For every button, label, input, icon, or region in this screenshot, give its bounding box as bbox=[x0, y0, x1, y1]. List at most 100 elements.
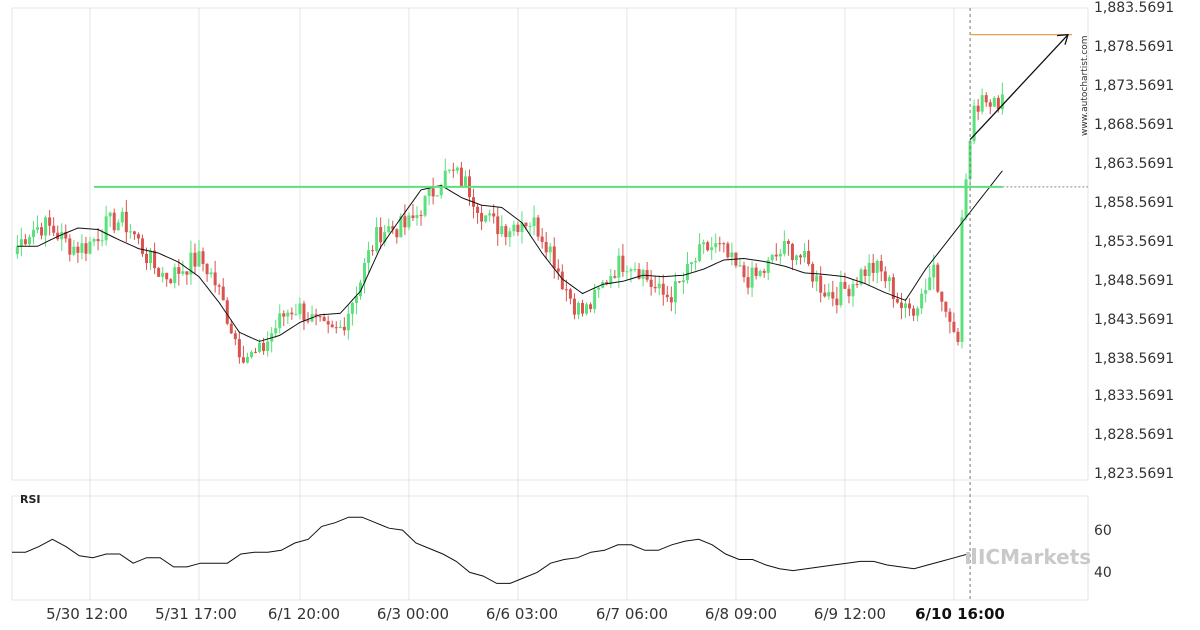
candle-down bbox=[48, 217, 52, 226]
candle-down bbox=[68, 238, 72, 255]
candle-down bbox=[201, 251, 205, 264]
candle-up bbox=[427, 188, 431, 197]
price-tick-label: 1,833.5691 bbox=[1094, 388, 1174, 404]
candle-up bbox=[407, 215, 411, 228]
candle-up bbox=[794, 255, 798, 261]
candle-up bbox=[932, 264, 936, 278]
candle-up bbox=[92, 239, 96, 242]
candle-down bbox=[799, 255, 803, 258]
candle-down bbox=[480, 212, 484, 222]
candle-down bbox=[112, 212, 116, 231]
candle-up bbox=[685, 263, 689, 281]
price-tick-label: 1,838.5691 bbox=[1094, 351, 1174, 367]
candle-down bbox=[871, 262, 875, 273]
candle-down bbox=[330, 324, 334, 328]
candle-up bbox=[488, 213, 492, 216]
candle-up bbox=[750, 267, 754, 288]
candle-up bbox=[924, 290, 928, 294]
candle-up bbox=[100, 240, 104, 242]
candle-up bbox=[354, 296, 358, 303]
candle-down bbox=[581, 302, 585, 314]
time-tick-label: 6/6 03:00 bbox=[486, 605, 558, 623]
rsi-panel-frame bbox=[11, 495, 1089, 601]
candle-down bbox=[819, 275, 823, 293]
candle-up bbox=[992, 97, 996, 107]
projection-arrowhead bbox=[1056, 33, 1069, 45]
price-tick-label: 1,883.5691 bbox=[1094, 0, 1174, 16]
brand-logo-bar bbox=[966, 552, 970, 564]
candle-up bbox=[532, 217, 536, 227]
candle-down bbox=[282, 313, 286, 317]
price-tick-label: 1,868.5691 bbox=[1094, 117, 1174, 133]
candle-down bbox=[322, 316, 326, 322]
candle-down bbox=[568, 289, 572, 299]
candle-down bbox=[302, 303, 306, 321]
candle-down bbox=[560, 271, 564, 290]
candle-down bbox=[544, 241, 548, 253]
candle-up bbox=[887, 277, 891, 282]
candle-down bbox=[883, 271, 887, 282]
candle-down bbox=[891, 277, 895, 300]
candle-down bbox=[185, 271, 189, 275]
candle-up bbox=[980, 95, 984, 112]
brand-logo-bar bbox=[972, 548, 976, 564]
candle-down bbox=[40, 227, 44, 236]
candle-up bbox=[116, 222, 120, 231]
candle-up bbox=[15, 246, 19, 255]
candle-down bbox=[912, 308, 916, 316]
candle-up bbox=[617, 255, 621, 278]
candle-down bbox=[342, 326, 346, 331]
candle-down bbox=[431, 188, 435, 197]
rsi-title: RSI bbox=[20, 493, 41, 506]
candle-up bbox=[375, 227, 379, 252]
candle-down bbox=[863, 269, 867, 276]
candle-down bbox=[84, 243, 88, 254]
candle-up bbox=[839, 281, 843, 306]
candle-down bbox=[254, 351, 258, 353]
candle-up bbox=[27, 237, 31, 245]
candle-up bbox=[681, 280, 685, 283]
candle-up bbox=[1000, 94, 1004, 110]
rsi-tick-label: 60 bbox=[1094, 523, 1112, 539]
candle-up bbox=[44, 217, 48, 236]
candle-up bbox=[415, 215, 419, 219]
time-tick-label: 6/9 12:00 bbox=[814, 605, 886, 623]
rsi-panel: RSI 60 40 bbox=[12, 493, 1112, 584]
candle-down bbox=[746, 277, 750, 288]
candle-down bbox=[669, 297, 673, 303]
candle-up bbox=[435, 195, 439, 197]
candle-down bbox=[153, 250, 157, 269]
candle-up bbox=[31, 229, 35, 238]
candle-down bbox=[556, 268, 560, 272]
candle-down bbox=[653, 286, 657, 289]
candle-down bbox=[217, 285, 221, 287]
candle-up bbox=[399, 216, 403, 238]
rsi-line bbox=[12, 516, 969, 584]
price-tick-label: 1,823.5691 bbox=[1094, 466, 1174, 482]
candle-down bbox=[823, 292, 827, 297]
candle-up bbox=[758, 270, 762, 276]
candle-up bbox=[286, 312, 290, 317]
candle-up bbox=[60, 231, 64, 240]
candle-down bbox=[807, 250, 811, 265]
candle-up bbox=[508, 231, 512, 238]
candle-up bbox=[714, 243, 718, 248]
candle-down bbox=[645, 269, 649, 280]
candle-up bbox=[387, 226, 391, 233]
candle-up bbox=[528, 226, 532, 228]
candle-up bbox=[161, 272, 165, 277]
candle-up bbox=[633, 269, 637, 271]
candle-down bbox=[193, 252, 197, 267]
candle-up bbox=[766, 260, 770, 273]
candle-up bbox=[875, 260, 879, 273]
candle-down bbox=[621, 255, 625, 272]
candle-down bbox=[459, 167, 463, 186]
candle-down bbox=[988, 102, 992, 107]
candle-up bbox=[120, 211, 124, 223]
candle-up bbox=[173, 267, 177, 284]
price-tick-label: 1,878.5691 bbox=[1094, 39, 1174, 55]
candle-up bbox=[585, 304, 589, 314]
candle-up bbox=[181, 271, 185, 274]
candle-down bbox=[742, 265, 746, 278]
candle-down bbox=[334, 327, 338, 329]
